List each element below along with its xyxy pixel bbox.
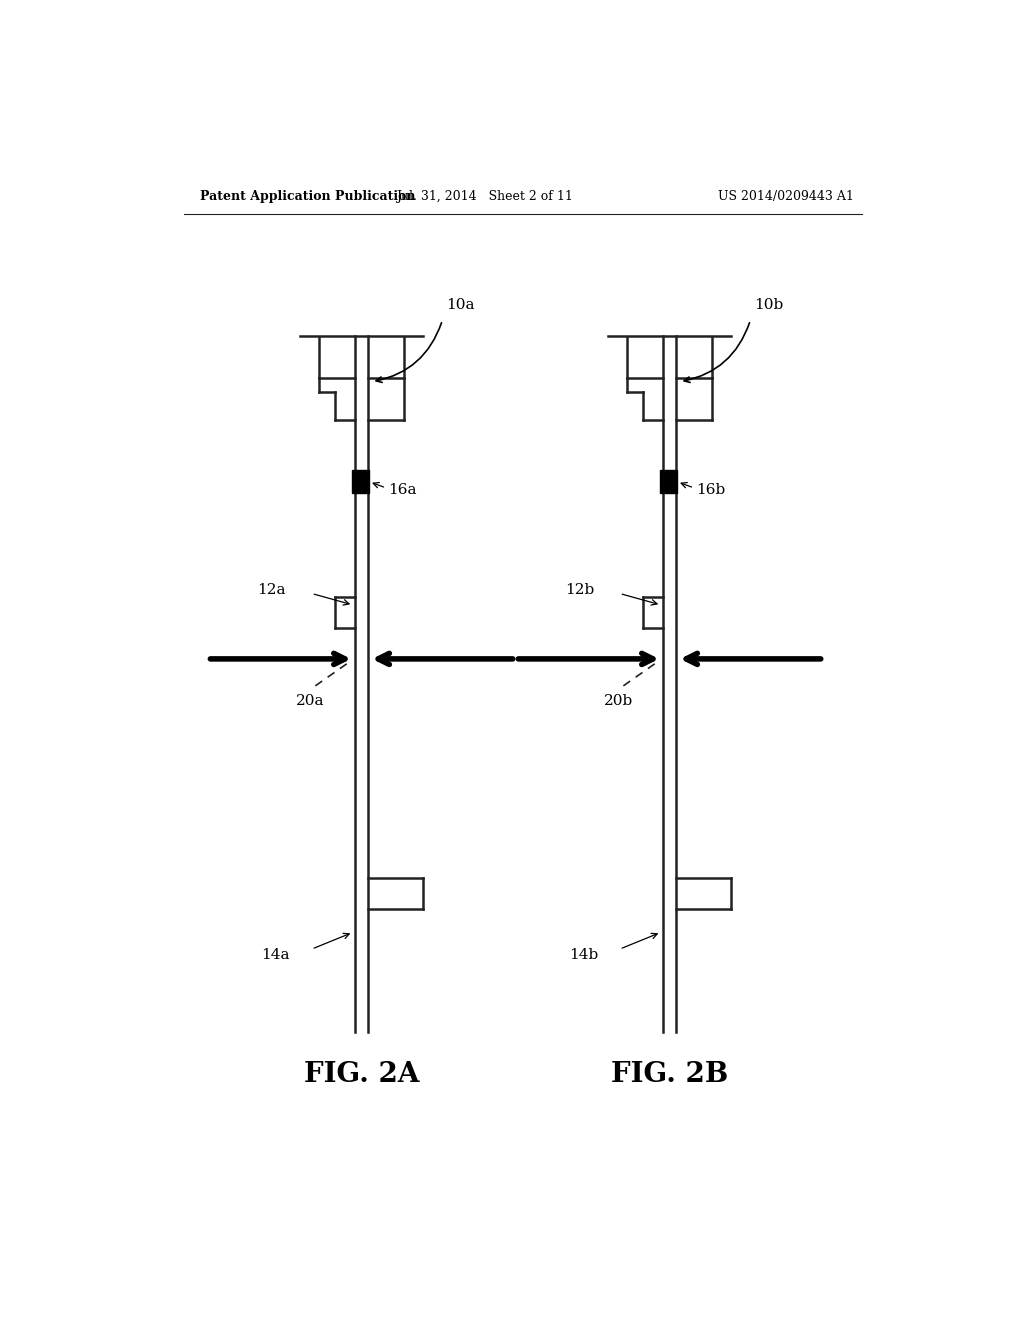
Bar: [660, 470, 677, 494]
Text: 10b: 10b: [755, 298, 783, 313]
Text: 12a: 12a: [258, 582, 286, 597]
Text: Patent Application Publication: Patent Application Publication: [200, 190, 416, 203]
Text: 14b: 14b: [569, 948, 599, 962]
Text: 20a: 20a: [296, 694, 325, 709]
Text: FIG. 2A: FIG. 2A: [304, 1061, 419, 1088]
Text: 12b: 12b: [565, 582, 595, 597]
Text: 14a: 14a: [261, 948, 290, 962]
Text: 20b: 20b: [604, 694, 634, 709]
Text: US 2014/0209443 A1: US 2014/0209443 A1: [719, 190, 854, 203]
Text: FIG. 2B: FIG. 2B: [611, 1061, 728, 1088]
Text: 10a: 10a: [446, 298, 475, 313]
Bar: [352, 470, 369, 494]
Text: 16a: 16a: [388, 483, 417, 496]
Text: Jul. 31, 2014   Sheet 2 of 11: Jul. 31, 2014 Sheet 2 of 11: [396, 190, 573, 203]
Text: 16b: 16b: [696, 483, 726, 496]
